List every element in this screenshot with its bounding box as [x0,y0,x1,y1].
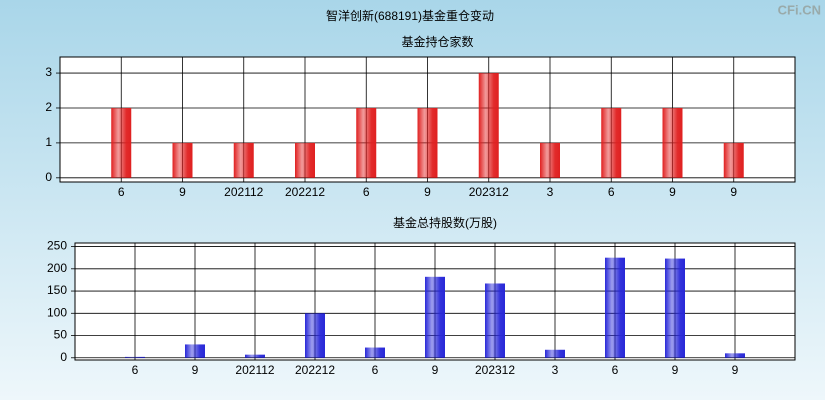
x-tick-label: 202212 [285,185,325,199]
bar [662,107,683,178]
y-tick-label: 3 [45,65,52,79]
x-tick-label: 6 [363,185,370,199]
bar [172,142,193,178]
bar [233,142,254,178]
x-tick-label: 9 [730,185,737,199]
y-tick-label: 0 [60,350,67,364]
bar [295,142,315,178]
y-tick-label: 0 [45,170,52,184]
x-tick-label: 3 [547,185,554,199]
x-tick-label: 6 [118,185,125,199]
x-tick-label: 9 [432,363,439,377]
bar [111,107,132,178]
x-tick-label: 9 [732,363,739,377]
bar [185,344,205,358]
plot-frame [59,56,796,183]
x-tick-label: 9 [179,185,186,199]
y-tick-label: 150 [47,283,67,297]
y-tick-label: 2 [45,100,52,114]
chart-title: 基金持仓家数 [401,34,473,49]
bar [601,107,622,178]
bar [725,353,745,358]
x-tick-label: 9 [672,363,679,377]
y-tick-label: 1 [45,135,52,149]
x-tick-label: 6 [608,185,615,199]
plot-frame [74,242,796,361]
x-tick-label: 9 [192,363,199,377]
y-tick-label: 250 [47,239,67,253]
bar [425,276,445,358]
bar [540,142,560,178]
bar [125,356,145,358]
chart-title: 基金总持股数(万股) [393,215,497,230]
x-tick-label: 6 [612,363,619,377]
x-tick-label: 202212 [295,363,335,377]
x-tick-label: 202312 [469,185,509,199]
bar [605,257,625,358]
x-tick-label: 202112 [235,363,274,377]
bar [723,142,744,178]
y-tick-label: 50 [54,328,68,342]
bar [485,283,505,358]
bar [665,258,685,358]
bar [245,354,265,358]
bar [545,349,565,358]
x-tick-label: 6 [372,363,379,377]
bar [365,347,385,358]
y-tick-label: 200 [47,261,67,275]
watermark: CFi.CN [778,2,821,17]
x-tick-label: 3 [552,363,559,377]
bar [417,107,438,178]
bar [356,107,377,178]
bar [305,313,325,358]
x-tick-label: 6 [132,363,139,377]
page-title: 智洋创新(688191)基金重仓变动 [326,8,494,23]
bar [478,73,499,178]
x-tick-label: 9 [669,185,676,199]
x-tick-label: 202312 [475,363,515,377]
x-tick-label: 202112 [224,185,263,199]
y-tick-label: 100 [47,305,67,319]
x-tick-label: 9 [424,185,431,199]
